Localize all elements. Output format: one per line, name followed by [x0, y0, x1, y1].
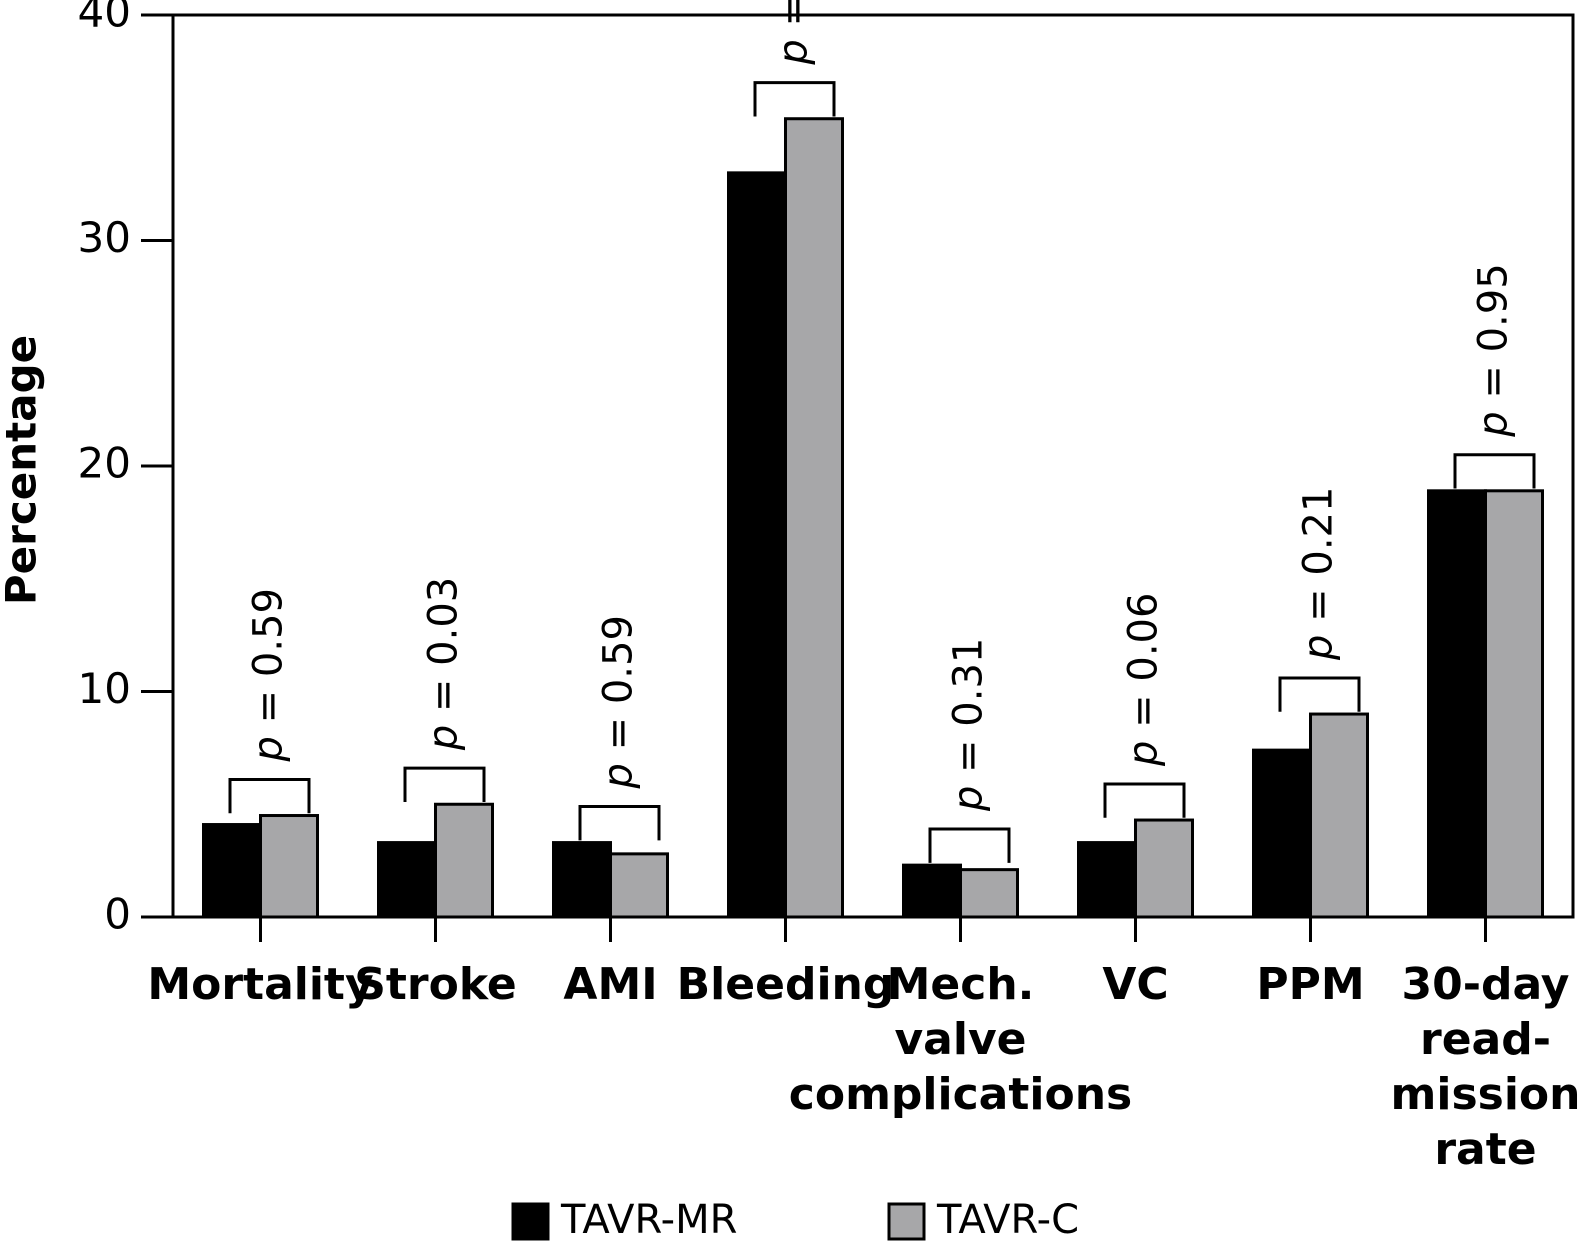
x-tick-label-line: valve	[895, 1014, 1027, 1065]
x-tick-label: PPM	[1256, 959, 1364, 1010]
p-value-label: p = 0.59	[596, 615, 642, 789]
y-tick-label: 20	[78, 439, 131, 488]
p-value-label: p = 0.21	[1296, 487, 1342, 661]
bar	[552, 841, 612, 919]
legend-swatch	[511, 1202, 550, 1241]
bar	[959, 868, 1019, 919]
x-tick-label-line: Mortality	[147, 959, 373, 1010]
legend-swatch	[887, 1202, 926, 1241]
significance-bracket	[1278, 676, 1361, 712]
bar	[377, 841, 437, 919]
p-value-label: p = 0.03	[421, 577, 467, 751]
p-value-text: = 0.03	[421, 577, 467, 725]
x-tick-label-line: PPM	[1256, 959, 1364, 1010]
x-tick-label-line: complications	[789, 1069, 1132, 1120]
y-tick-label: 10	[78, 664, 131, 713]
p-value-text: = 0.95	[1471, 263, 1517, 411]
significance-bracket	[1103, 782, 1186, 818]
bar	[784, 117, 844, 919]
bar	[1134, 818, 1194, 919]
p-symbol: p	[946, 786, 992, 812]
p-value-text: = 0.59	[246, 588, 292, 736]
bar	[1484, 489, 1544, 919]
p-value-label: p = 0.95	[1471, 263, 1517, 437]
significance-bracket	[753, 81, 836, 117]
bar	[202, 823, 262, 919]
x-tick-label: Stroke	[354, 959, 517, 1010]
x-tick-label-line: VC	[1102, 959, 1168, 1010]
p-value-text: = 0.19	[771, 0, 817, 39]
bar	[902, 863, 962, 919]
p-symbol: p	[246, 736, 292, 762]
p-value-text: = 0.31	[946, 638, 992, 786]
p-value-label: p = 0.06	[1121, 593, 1167, 767]
p-symbol: p	[1296, 635, 1342, 661]
p-symbol: p	[1121, 741, 1167, 767]
legend-label: TAVR-C	[936, 1197, 1079, 1242]
x-tick-label-line: mission	[1391, 1069, 1581, 1120]
y-axis-title: Percentage	[0, 335, 46, 605]
y-tick-label: 40	[78, 0, 131, 37]
y-tick-label: 0	[104, 890, 131, 939]
significance-bracket	[578, 805, 661, 841]
bar	[1427, 489, 1487, 919]
bar	[1309, 712, 1369, 919]
x-tick-label-line: Stroke	[354, 959, 517, 1010]
x-tick-label: AMI	[563, 959, 657, 1010]
p-value-text: = 0.59	[596, 615, 642, 763]
y-tick-label: 30	[78, 213, 131, 262]
p-symbol: p	[421, 725, 467, 751]
x-tick-label: Mortality	[147, 959, 373, 1010]
significance-bracket	[403, 766, 486, 802]
bar	[609, 852, 669, 919]
significance-bracket	[1453, 453, 1536, 489]
x-tick-label-line: read-	[1420, 1014, 1551, 1065]
bar	[1077, 841, 1137, 919]
legend-label: TAVR-MR	[560, 1197, 737, 1242]
bar	[727, 171, 787, 919]
x-tick-label-line: Mech.	[887, 959, 1035, 1010]
p-value-label: p = 0.19	[771, 0, 817, 66]
x-tick-label-line: Bleeding	[677, 959, 895, 1010]
p-value-label: p = 0.59	[246, 588, 292, 762]
x-tick-label: 30-day read-mission rate	[1391, 959, 1581, 1175]
x-tick-label: Mech. valve complications	[789, 959, 1132, 1120]
x-tick-label-line: rate	[1434, 1124, 1536, 1175]
p-symbol: p	[596, 763, 642, 789]
p-symbol: p	[1471, 411, 1517, 437]
p-value-text: = 0.06	[1121, 593, 1167, 741]
significance-bracket	[928, 827, 1011, 863]
p-value-label: p = 0.31	[946, 638, 992, 812]
significance-bracket	[228, 777, 311, 814]
x-tick-label: VC	[1102, 959, 1168, 1010]
x-tick-label: Bleeding	[677, 959, 895, 1010]
bar	[1252, 748, 1312, 919]
x-tick-label-line: 30-day	[1401, 959, 1569, 1010]
p-symbol: p	[771, 39, 817, 65]
bar	[259, 814, 319, 919]
p-value-text: = 0.21	[1296, 487, 1342, 635]
bar	[434, 802, 494, 919]
x-tick-label-line: AMI	[563, 959, 657, 1010]
